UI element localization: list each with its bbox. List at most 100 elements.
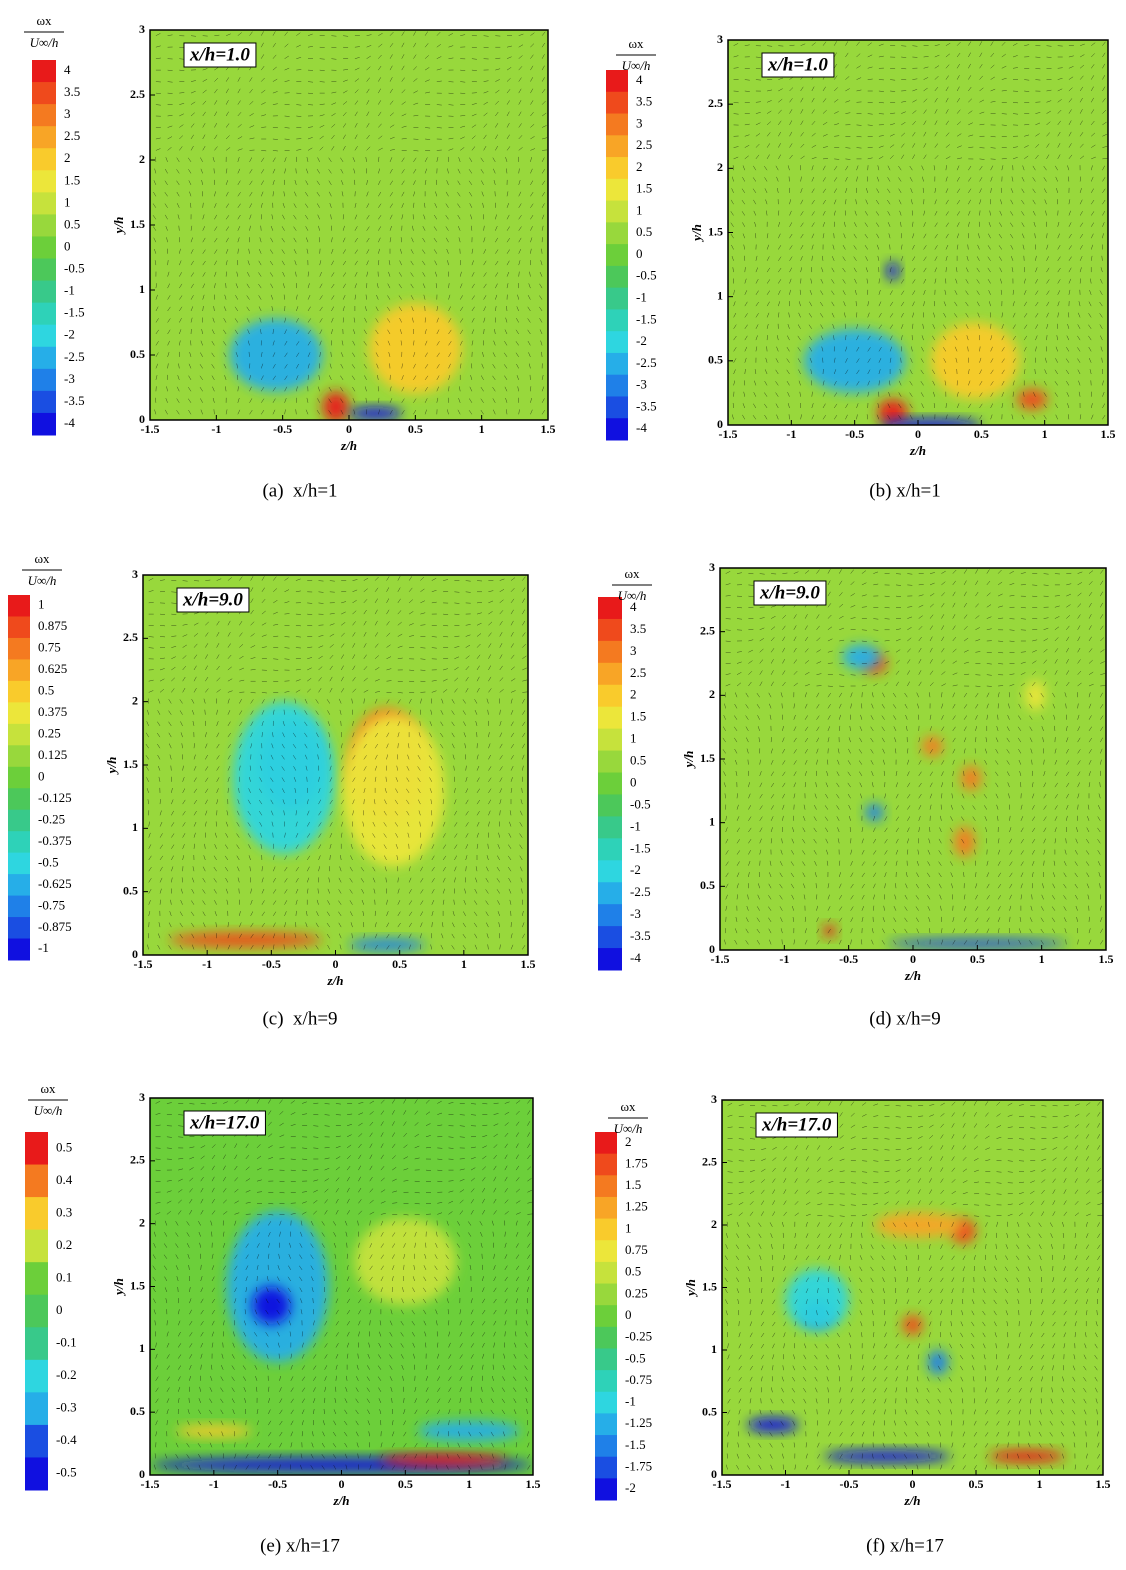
colorbar-label: 2 [625,1134,632,1149]
colorbar-level [8,874,30,897]
colorbar-level [8,680,30,703]
colorbar-denominator: U∞/h [618,588,647,603]
y-tick-label: 0 [709,942,715,956]
colorbar-label: 0.5 [625,1264,641,1279]
colorbar-level [598,662,622,686]
colorbar-label: 0.1 [56,1269,72,1284]
colorbar-label: 0.625 [38,661,67,676]
colorbar-level [8,745,30,768]
vortex [379,1453,508,1467]
annotation-box [176,587,250,613]
colorbar-label: -0.1 [56,1335,77,1350]
colorbar-level [32,390,56,414]
colorbar-level [8,616,30,639]
colorbar-label: -1.25 [625,1415,652,1430]
x-tick-label: -0.5 [262,957,281,971]
x-tick-label: 0.5 [970,952,985,966]
annotation: x/h=1.0 [761,52,835,78]
vortex [418,1420,521,1442]
y-tick-label: 2 [717,160,723,174]
colorbar-level [32,412,56,436]
y-tick-label: 3 [139,22,145,36]
x-tick-label: -0.5 [845,427,864,441]
colorbar-label: 0 [56,1302,63,1317]
colorbar-label: -0.5 [64,261,85,276]
colorbar-level [598,816,622,839]
vortex [887,938,1068,949]
colorbar-level [598,882,622,905]
panel: -1.5 -1 -0.5 0 0.5 1 1.5 0 0.5 1 1.5 2 2.5 3 z/h y/h x/h… [598,560,1114,1029]
y-tick-label: 1 [709,814,715,828]
colorbar-label: 2.5 [630,665,646,680]
colorbar-level [8,852,30,875]
colorbar-label: 0.75 [625,1242,648,1257]
x-tick-label: -1 [209,1477,219,1491]
vortex [902,1315,923,1335]
annotation-box [183,1110,266,1136]
colorbar-label: -0.5 [625,1350,646,1365]
colorbar-label: 0.75 [38,640,61,655]
colorbar-label: 3 [64,106,71,121]
y-tick-label: 1.5 [700,751,715,765]
annotation-box [755,1112,838,1138]
vortex [747,1417,799,1433]
colorbar-label: -1 [625,1394,636,1409]
vortex [252,1286,291,1325]
colorbar-label: 1.5 [64,172,80,187]
colorbar-label: -2.5 [636,355,657,370]
colorbar-label: 0 [636,246,643,261]
vortices [150,1098,533,1473]
colorbar-level [606,222,628,245]
colorbar-level [606,265,628,289]
colorbar-level [25,1327,48,1361]
vortices [724,1100,1103,1470]
colorbar-level [606,331,628,354]
x-tick-label: 1 [1039,952,1045,966]
colorbar-level [606,244,628,267]
colorbar-level [32,60,56,83]
annotation-text: x/h=17.0 [761,1114,832,1135]
colorbar-level [32,148,56,171]
vectors [730,41,1108,420]
colorbar-level [8,831,30,854]
colorbar-level [606,178,628,202]
x-tick-label: -1 [779,952,789,966]
colorbar-label: -3 [636,377,647,392]
annotation-box [761,52,835,78]
colorbar-label: 0.25 [38,726,61,741]
colorbar-level [595,1370,617,1393]
y-axis-label: y/h [681,751,696,770]
annotation-text: x/h=1.0 [189,44,250,65]
colorbar-label: -0.375 [38,833,72,848]
colorbar-level [8,723,30,746]
vortex [865,803,884,822]
y-tick-label: 1.5 [130,1278,145,1292]
colorbar-level [32,368,56,392]
y-tick-label: 3 [709,560,715,574]
colorbar-level [598,926,622,949]
y-axis-label: y/h [689,224,704,243]
y-tick-label: 1 [139,282,145,296]
y-axis-label: y/h [111,217,126,236]
y-tick-label: 1 [717,288,723,302]
colorbar-denominator: U∞/h [622,58,651,73]
vortex [368,303,462,394]
colorbar-level [595,1196,617,1220]
colorbar-label: 0.3 [56,1204,72,1219]
colorbar-level [595,1132,617,1155]
y-tick-label: 2.5 [700,623,715,637]
vortex [960,765,982,791]
colorbar-level [598,772,622,795]
colorbar-level [606,374,628,397]
colorbar-label: 1.5 [625,1177,641,1192]
colorbar-level [25,1262,48,1296]
annotation-box [753,580,827,606]
annotation: x/h=17.0 [183,1110,266,1136]
x-tick-label: -1.5 [711,952,730,966]
colorbar-label: -1 [38,940,49,955]
colorbar-label: 3.5 [64,84,80,99]
vortex [349,407,403,420]
colorbar-label: -3 [64,371,75,386]
colorbar-level [598,904,622,927]
